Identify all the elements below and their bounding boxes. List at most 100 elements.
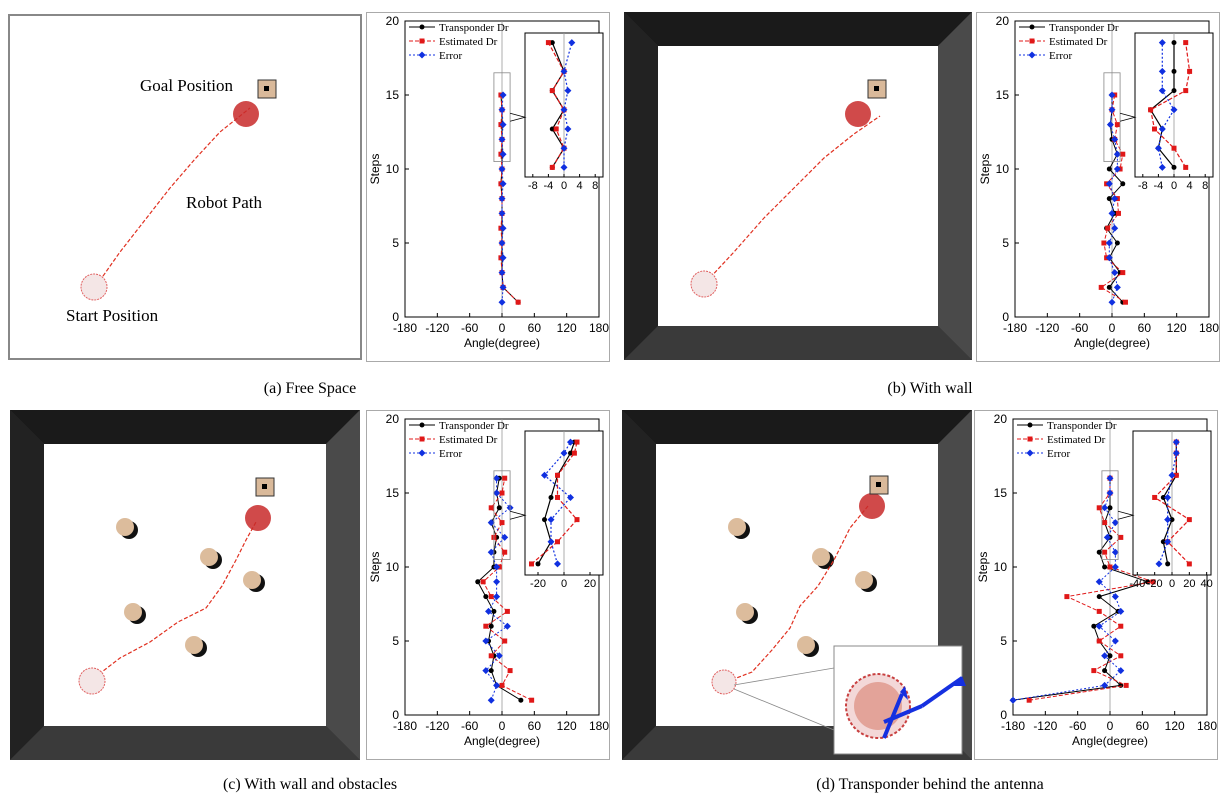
inset-data-point bbox=[1172, 449, 1180, 457]
inset-data-point bbox=[560, 106, 568, 114]
x-tick-label: -180 bbox=[1003, 321, 1027, 335]
data-point bbox=[1106, 284, 1112, 290]
inset-data-point bbox=[1171, 145, 1177, 151]
data-point bbox=[1095, 622, 1103, 630]
data-point bbox=[480, 579, 486, 585]
data-point bbox=[1098, 284, 1104, 290]
data-point bbox=[499, 180, 507, 188]
inset-x-tick-label: -4 bbox=[1154, 180, 1164, 192]
y-tick-label: 0 bbox=[1000, 708, 1007, 722]
chart-panel-a: -180 -120 -60 0 60 120 180 0 5 10 15 20 Angle(degree… bbox=[366, 12, 610, 362]
inset-data-point bbox=[549, 126, 555, 132]
data-point bbox=[1114, 240, 1120, 246]
x-tick-label: -60 bbox=[1071, 321, 1089, 335]
data-point bbox=[1111, 269, 1119, 277]
inset-data-point bbox=[553, 126, 559, 132]
data-point bbox=[483, 594, 489, 600]
y-tick-label: 20 bbox=[386, 14, 400, 28]
data-point bbox=[1113, 150, 1121, 158]
x-tick-label: 120 bbox=[1165, 719, 1185, 733]
y-tick-label: 10 bbox=[386, 162, 400, 176]
data-point bbox=[1122, 299, 1128, 305]
data-point bbox=[1111, 593, 1119, 601]
data-point bbox=[488, 505, 494, 511]
x-tick-label: 0 bbox=[499, 321, 506, 335]
data-point bbox=[1123, 682, 1129, 688]
inset-data-point bbox=[545, 40, 551, 46]
series-line bbox=[485, 478, 511, 701]
y-tick-label: 15 bbox=[994, 486, 1008, 500]
zoom-connector bbox=[509, 112, 527, 122]
x-tick-label: -120 bbox=[1033, 719, 1057, 733]
inset-x-tick-label: 20 bbox=[584, 578, 596, 590]
start-robot-icon-c bbox=[78, 667, 106, 695]
data-point bbox=[1105, 180, 1113, 188]
series-line bbox=[1108, 95, 1118, 303]
zoom-box bbox=[493, 72, 511, 163]
inset-x-tick-label: 40 bbox=[1201, 578, 1213, 590]
zoom-connector bbox=[1117, 510, 1135, 520]
x-tick-label: 180 bbox=[589, 321, 609, 335]
data-point bbox=[1091, 623, 1097, 629]
robot-path-label: Robot Path bbox=[186, 193, 263, 212]
data-point bbox=[515, 299, 521, 305]
y-axis-label: Steps bbox=[976, 552, 990, 583]
inset-data-point bbox=[568, 39, 576, 47]
data-point bbox=[483, 623, 489, 629]
start-robot-icon-b bbox=[690, 270, 718, 298]
chart-a-svg: -180 -120 -60 0 60 120 180 0 5 10 15 20 Angle(degree… bbox=[368, 14, 609, 350]
inset-data-point bbox=[564, 125, 572, 133]
data-point bbox=[498, 209, 506, 217]
inset-data-point bbox=[1158, 87, 1166, 95]
inset-x-tick-label: 0 bbox=[1169, 578, 1175, 590]
series-line bbox=[477, 478, 522, 701]
data-point bbox=[499, 121, 507, 129]
scene-panel-b bbox=[624, 12, 972, 360]
x-tick-label: 180 bbox=[589, 719, 609, 733]
data-point bbox=[488, 653, 494, 659]
data-point bbox=[1107, 564, 1113, 570]
inset-data-point bbox=[547, 516, 555, 524]
data-point bbox=[1105, 239, 1113, 247]
y-tick-label: 15 bbox=[996, 88, 1010, 102]
data-point bbox=[1108, 209, 1116, 217]
data-point bbox=[1096, 549, 1102, 555]
inset-data-point bbox=[535, 561, 541, 567]
data-point bbox=[1026, 697, 1032, 703]
legend-entry: Error bbox=[439, 448, 463, 460]
x-tick-label: -180 bbox=[393, 321, 417, 335]
data-point bbox=[1096, 638, 1102, 644]
data-point bbox=[498, 269, 506, 277]
inset-x-tick-label: 8 bbox=[1202, 180, 1208, 192]
legend-entry: Transponder Dr bbox=[439, 22, 509, 34]
inset-data-point bbox=[1187, 68, 1193, 74]
zoom-connector bbox=[1119, 112, 1137, 122]
data-point bbox=[1105, 254, 1113, 262]
data-point bbox=[488, 594, 494, 600]
inset-data-point bbox=[560, 67, 568, 75]
inset-data-point bbox=[1171, 88, 1177, 94]
y-axis-label: Steps bbox=[368, 154, 382, 185]
scene-panel-c bbox=[10, 410, 360, 760]
inset-data-point bbox=[1168, 471, 1176, 479]
y-tick-label: 20 bbox=[996, 14, 1010, 28]
inset-data-point bbox=[1148, 107, 1154, 113]
chart-panel-b: -180 -120 -60 0 60 120 180 0 5 10 15 20 Angle(degree… bbox=[976, 12, 1220, 362]
inset-data-point bbox=[560, 144, 568, 152]
data-point bbox=[1107, 653, 1113, 659]
inset-data-point bbox=[1158, 39, 1166, 47]
obstacles-c bbox=[116, 518, 265, 657]
inset-data-point bbox=[1154, 144, 1162, 152]
data-point bbox=[503, 622, 511, 630]
y-tick-label: 10 bbox=[386, 560, 400, 574]
data-point bbox=[1102, 668, 1108, 674]
caption-b: (b) With wall bbox=[887, 380, 973, 397]
x-tick-label: -60 bbox=[461, 321, 479, 335]
legend-entry: Error bbox=[1047, 448, 1071, 460]
data-point bbox=[498, 165, 506, 173]
goal-robot-icon-d bbox=[859, 493, 885, 519]
chart-panel-c: -180 -120 -60 0 60 120 180 0 5 10 15 20 Angle(degree… bbox=[366, 410, 610, 760]
data-point bbox=[504, 608, 510, 614]
x-axis-label: Angle(degree) bbox=[1074, 336, 1150, 350]
data-point bbox=[1108, 106, 1116, 114]
